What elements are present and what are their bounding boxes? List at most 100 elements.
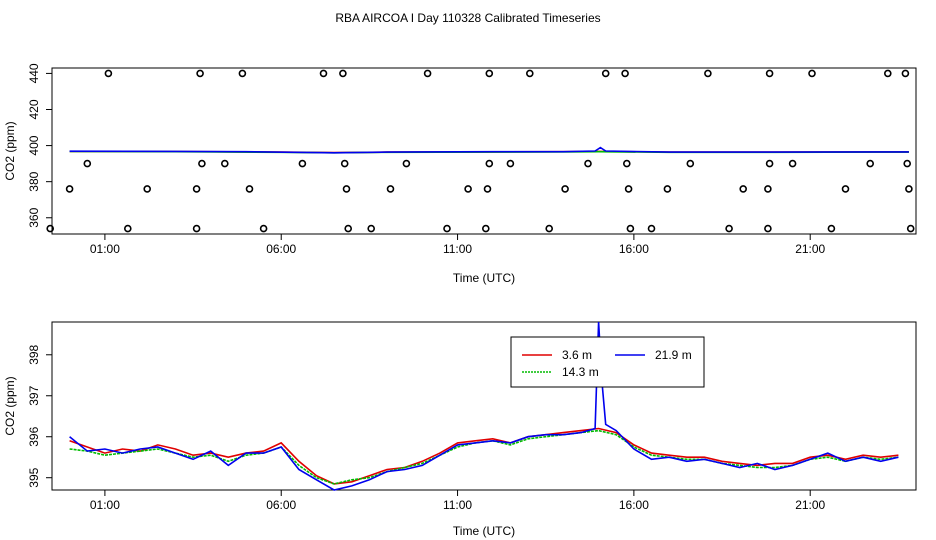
scatter-point <box>903 159 912 168</box>
scatter-point <box>464 185 472 193</box>
x-tick-label: 11:00 <box>443 242 472 256</box>
scatter-point <box>367 224 376 233</box>
scatter-point <box>764 185 772 193</box>
x-tick-label: 16:00 <box>619 242 649 256</box>
scatter-point <box>841 185 850 193</box>
scatter-point <box>443 224 451 233</box>
scatter-point <box>647 224 656 233</box>
series-line-blue <box>69 146 909 154</box>
x-tick-label: 06:00 <box>266 242 296 256</box>
x-tick-label: 21:00 <box>795 498 825 512</box>
x-axis: 01:00 06:00 11:00 16:00 21:00 <box>90 490 826 512</box>
scatter-point <box>344 224 353 233</box>
y-tick-label: 440 <box>27 63 41 83</box>
scatter-point <box>626 224 635 233</box>
x-axis-label: Time (UTC) <box>453 524 515 538</box>
scatter-point <box>545 224 554 233</box>
plot-frame <box>51 321 917 491</box>
scatter-point <box>584 159 592 168</box>
x-axis: 01:00 06:00 11:00 16:00 21:00 <box>90 234 826 256</box>
scatter-point <box>143 185 151 193</box>
y-tick-label: 380 <box>27 171 41 191</box>
legend: 3.6 m 14.3 m 21.9 m <box>510 336 705 388</box>
scatter-point <box>901 69 910 78</box>
y-axis-label: CO2 (ppm) <box>3 121 17 180</box>
co2-scatter-panel: 01:00 06:00 11:00 16:00 21:00 360 380 400 420 44… <box>3 63 917 285</box>
scatter-point <box>198 159 206 168</box>
scatter-point <box>485 159 494 168</box>
y-axis: 395 396 397 398 <box>27 344 52 488</box>
y-tick-label: 395 <box>27 467 41 487</box>
y-axis-label: CO2 (ppm) <box>3 376 17 435</box>
scatter-points <box>46 69 915 233</box>
series-lines <box>69 321 899 491</box>
scatter-point <box>704 69 712 78</box>
plot-frame <box>51 67 917 235</box>
scatter-point <box>905 185 913 193</box>
scatter-point <box>124 224 132 233</box>
scatter-point <box>764 224 772 233</box>
y-tick-label: 400 <box>27 135 41 155</box>
scatter-point <box>104 69 113 78</box>
scatter-point <box>506 159 515 168</box>
x-tick-label: 11:00 <box>443 498 472 512</box>
scatter-point <box>739 185 748 193</box>
scatter-point <box>622 159 631 168</box>
x-axis-label: Time (UTC) <box>453 271 515 285</box>
scatter-point <box>788 159 797 168</box>
x-tick-label: 01:00 <box>90 242 120 256</box>
scatter-point <box>883 69 892 78</box>
y-tick-label: 360 <box>27 207 41 227</box>
scatter-point <box>725 224 733 233</box>
x-tick-label: 21:00 <box>795 242 825 256</box>
scatter-point <box>624 185 633 193</box>
scatter-point <box>561 185 569 193</box>
series-line-red <box>69 427 899 485</box>
scatter-point <box>686 159 695 168</box>
scatter-point <box>340 159 349 168</box>
scatter-point <box>196 69 204 78</box>
legend-label-14-3m: 14.3 m <box>562 365 599 379</box>
scatter-point <box>192 185 201 193</box>
scatter-point <box>423 69 432 78</box>
x-tick-label: 01:00 <box>90 498 120 512</box>
scatter-point <box>245 185 254 193</box>
legend-label-3-6m: 3.6 m <box>562 348 592 362</box>
scatter-point <box>339 69 347 78</box>
scatter-point <box>765 69 774 78</box>
legend-box <box>510 336 705 388</box>
scatter-point <box>298 159 307 168</box>
x-tick-label: 06:00 <box>266 498 296 512</box>
series-lines <box>69 146 909 154</box>
y-tick-label: 396 <box>27 426 41 446</box>
scatter-point <box>46 224 55 233</box>
series-line-blue <box>69 321 899 491</box>
scatter-point <box>238 69 247 78</box>
scatter-point <box>765 159 774 168</box>
y-tick-label: 398 <box>27 344 41 364</box>
scatter-point <box>621 69 629 78</box>
scatter-point <box>827 224 836 233</box>
scatter-point <box>906 224 915 233</box>
y-axis: 360 380 400 420 440 <box>27 63 52 228</box>
scatter-point <box>319 69 328 78</box>
scatter-point <box>221 159 229 168</box>
scatter-point <box>192 224 201 233</box>
scatter-point <box>601 69 610 78</box>
y-tick-label: 397 <box>27 385 41 405</box>
figure-title: RBA AIRCOA I Day 110328 Calibrated Times… <box>335 11 600 25</box>
scatter-point <box>483 185 492 193</box>
scatter-point <box>866 159 875 168</box>
scatter-point <box>259 224 268 233</box>
scatter-point <box>65 185 74 193</box>
x-tick-label: 16:00 <box>619 498 649 512</box>
scatter-point <box>402 159 411 168</box>
scatter-point <box>663 185 672 193</box>
scatter-point <box>83 159 92 168</box>
y-tick-label: 420 <box>27 99 41 119</box>
series-line-green <box>69 429 899 485</box>
scatter-point <box>481 224 490 233</box>
legend-label-21-9m: 21.9 m <box>655 348 692 362</box>
scatter-point <box>485 69 494 78</box>
